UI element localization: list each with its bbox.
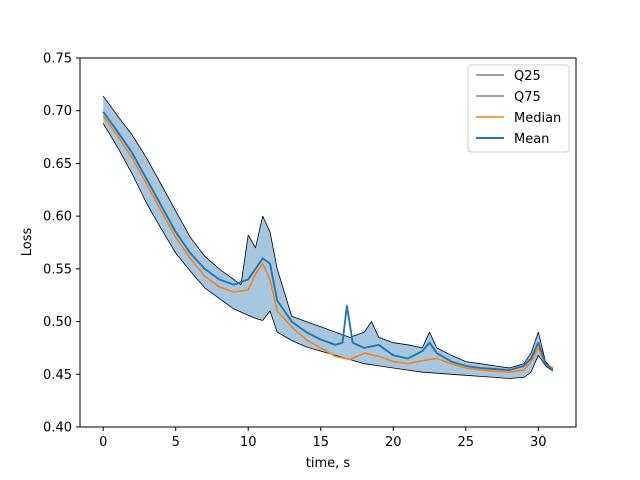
y-tick-label: 0.50	[43, 315, 72, 330]
y-tick-label: 0.65	[43, 157, 72, 172]
x-tick-label: 5	[172, 435, 180, 450]
x-axis-label: time, s	[306, 456, 351, 471]
y-tick-label: 0.40	[43, 421, 72, 436]
y-tick-label: 0.75	[43, 52, 72, 67]
y-tick-label: 0.60	[43, 210, 72, 225]
x-tick-label: 10	[240, 435, 257, 450]
series-line-mean	[102, 111, 554, 372]
x-axis-ticks: 0 5 10 15 20 25 30	[99, 427, 547, 450]
series-layer	[102, 95, 554, 379]
series-line-median	[102, 115, 554, 374]
plot-frame	[79, 57, 577, 428]
legend-box	[467, 64, 570, 153]
y-axis-label: Loss	[20, 228, 35, 257]
legend: Q25 Q75 Median Mean	[467, 64, 570, 153]
series-line-q25	[102, 123, 554, 379]
x-tick-label: 15	[312, 435, 329, 450]
legend-label-median: Median	[514, 111, 561, 126]
series-line-q75	[102, 95, 554, 370]
y-axis-ticks: 0.40 0.45 0.50 0.55 0.60 0.65 0.70 0.75	[43, 52, 80, 436]
x-tick-label: 20	[385, 435, 402, 450]
x-tick-label: 30	[530, 435, 547, 450]
legend-label-q75: Q75	[514, 90, 541, 105]
y-tick-label: 0.45	[43, 368, 72, 383]
x-tick-label: 25	[458, 435, 475, 450]
legend-label-q25: Q25	[514, 69, 541, 84]
x-tick-label: 0	[99, 435, 107, 450]
legend-label-mean: Mean	[514, 132, 549, 147]
y-tick-label: 0.70	[43, 104, 72, 119]
y-tick-label: 0.55	[43, 262, 72, 277]
